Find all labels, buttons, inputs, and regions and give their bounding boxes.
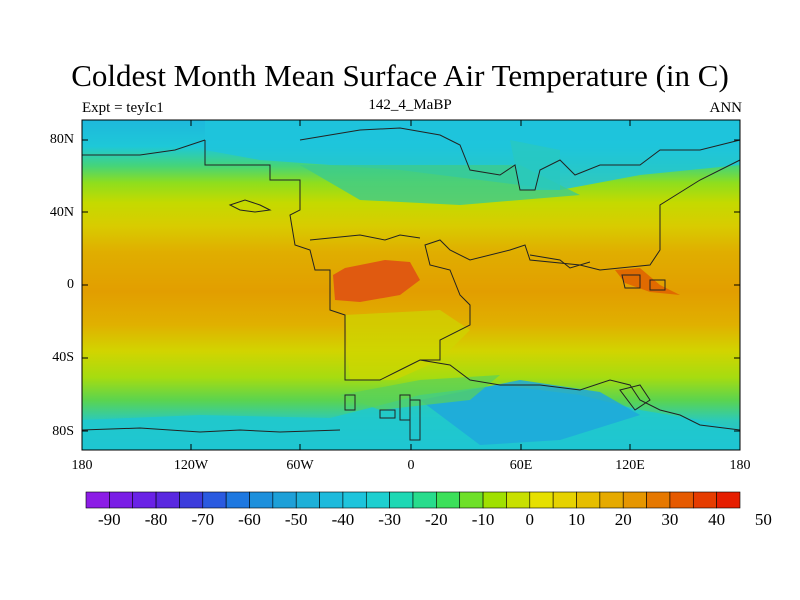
- age-label: 142_4_MaBP: [368, 97, 452, 113]
- colorbar-tick-label: 30: [661, 510, 679, 529]
- colorbar-swatch: [552, 491, 577, 509]
- colorbar-swatch: [132, 491, 157, 509]
- main-continent-outline: [204, 140, 741, 381]
- island-outline-7: [379, 409, 396, 419]
- lat-label-40s: 40S: [52, 350, 74, 365]
- colorbar-swatch: [622, 491, 647, 509]
- colorbar-swatch: [202, 491, 227, 509]
- antarctic-coast-outline: [81, 427, 341, 433]
- east-shelf-outline: [529, 254, 591, 269]
- colorbar-tick-label: 10: [568, 510, 585, 529]
- colorbar-swatch: [155, 491, 180, 509]
- northern-coast-outline: [299, 127, 741, 191]
- colorbar-swatch: [389, 491, 414, 509]
- colorbar-swatch: [529, 491, 554, 509]
- colorbar-tick-label: 40: [708, 510, 726, 529]
- lat-label-80n: 80N: [49, 132, 74, 147]
- colorbar-swatch: [692, 491, 717, 509]
- colorbar-tick-label: -60: [238, 510, 261, 529]
- colorbar-swatch: [295, 491, 320, 509]
- north-polar-cold-region: [205, 120, 740, 190]
- lon-label-120w: 120W: [173, 458, 209, 473]
- island-outline-4: [344, 394, 356, 411]
- asia-cold-pocket: [510, 140, 560, 190]
- colorbar-tick-label: -50: [284, 510, 308, 529]
- lat-label-80s: 80S: [52, 424, 74, 439]
- colorbar-tick-label: -70: [191, 510, 215, 529]
- lon-label-120e: 120E: [615, 458, 645, 473]
- lon-label-60e: 60E: [509, 458, 533, 473]
- colorbar-swatch: [272, 491, 297, 509]
- lon-label-180w: 180: [71, 458, 93, 473]
- colorbar-swatch: [436, 491, 461, 509]
- lat-ticks: [82, 139, 740, 432]
- lon-label-180e: 180: [729, 458, 751, 473]
- colorbar-swatch: [716, 491, 741, 509]
- colorbar-tick-label: -10: [471, 510, 495, 529]
- colorbar-swatch: [342, 491, 367, 509]
- colorbar-swatch: [482, 491, 507, 509]
- tethys-coast-outline: [309, 234, 421, 241]
- colorbar-swatch: [249, 491, 274, 509]
- colorbar-tick-label: -80: [144, 510, 168, 529]
- experiment-label: Expt = teyIc1: [82, 100, 164, 116]
- island-outline-3: [649, 279, 666, 291]
- lat-label-0: 0: [67, 277, 74, 292]
- map-title: Coldest Month Mean Surface Air Temperatu…: [71, 58, 729, 93]
- colorbar-swatch: [459, 491, 484, 509]
- colorbar-swatch: [85, 491, 110, 509]
- colorbar-tick-label: -20: [425, 510, 448, 529]
- colorbar-swatch: [179, 491, 204, 509]
- tropical-hot-core: [333, 260, 420, 302]
- lon-ticks: [81, 120, 741, 450]
- south-continent-cool-band: [340, 375, 500, 410]
- colorbar-swatch: [412, 491, 437, 509]
- colorbar-swatch: [646, 491, 671, 509]
- colorbar: [85, 491, 741, 509]
- lon-label-0: 0: [407, 458, 415, 473]
- colorbar-swatch: [576, 491, 601, 509]
- colorbar-swatch: [319, 491, 344, 509]
- colorbar-tick-label: -90: [98, 510, 121, 529]
- coastlines: [81, 127, 741, 441]
- colorbar-swatch: [506, 491, 531, 509]
- colorbar-swatch: [225, 491, 250, 509]
- north-continent-cool-zone: [300, 165, 580, 205]
- colorbar-tick-label: 50: [754, 510, 772, 529]
- southern-land-warm-zone: [345, 310, 470, 380]
- lon-label-60w: 60W: [286, 458, 314, 473]
- island-outline-1: [228, 199, 272, 213]
- colorbar-tick-label: 20: [614, 510, 632, 529]
- colorbar-swatch: [365, 491, 390, 509]
- colorbar-swatch: [669, 491, 694, 509]
- colorbar-swatch: [599, 491, 624, 509]
- colorbar-tick-label: 0: [525, 510, 535, 529]
- south-continent-cold-core: [420, 380, 640, 445]
- colorbar-tick-label: -30: [378, 510, 401, 529]
- colorbar-swatch: [109, 491, 134, 509]
- lat-label-40n: 40N: [49, 205, 74, 220]
- season-label: ANN: [709, 100, 743, 116]
- island-outline-6: [409, 399, 421, 441]
- island-outline-2: [621, 274, 641, 289]
- colorbar-tick-label: -40: [331, 510, 355, 529]
- southern-coast-outline: [419, 359, 741, 431]
- island-outline-8: [619, 384, 651, 411]
